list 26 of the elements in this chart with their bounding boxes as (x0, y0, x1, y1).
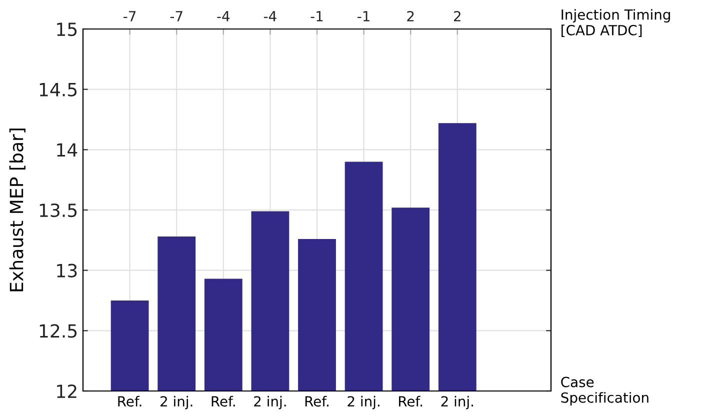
x2-axis-title: Injection Timing [CAD ATDC] (562, 9, 670, 38)
text: 2 (407, 10, 414, 22)
y-tick-label: 14.5 (40, 83, 77, 96)
x-tick-label: Ref. (305, 396, 328, 407)
text: 2 (454, 10, 460, 22)
y-tick-label: 15 (57, 22, 77, 36)
text: -4 (264, 11, 276, 22)
x-tick-label: Ref. (212, 396, 235, 407)
x-tick-label: 2 inj. (348, 396, 380, 410)
text: Case Specification (561, 376, 648, 406)
y-tick-label: 12 (57, 384, 76, 398)
x-tick-label: 2 inj. (441, 396, 473, 410)
x-tick-label: Ref. (118, 396, 142, 407)
x-tick-label: 2 inj. (160, 396, 192, 410)
x-tick-label: 2 inj. (254, 396, 286, 410)
text: -4 (217, 11, 230, 22)
x-tick-label: Ref. (399, 396, 422, 407)
text: -7 (170, 11, 182, 22)
y-tick-label: 13 (57, 264, 77, 278)
y-axis-title: Exhaust MEP [bar] (9, 128, 26, 292)
text: -7 (124, 11, 136, 22)
y-tick-label: 12.5 (40, 324, 77, 338)
text: -1 (358, 11, 370, 22)
y-tick-label: 14 (57, 143, 78, 157)
text: -1 (310, 11, 323, 22)
y-tick-label: 13.5 (40, 203, 77, 218)
